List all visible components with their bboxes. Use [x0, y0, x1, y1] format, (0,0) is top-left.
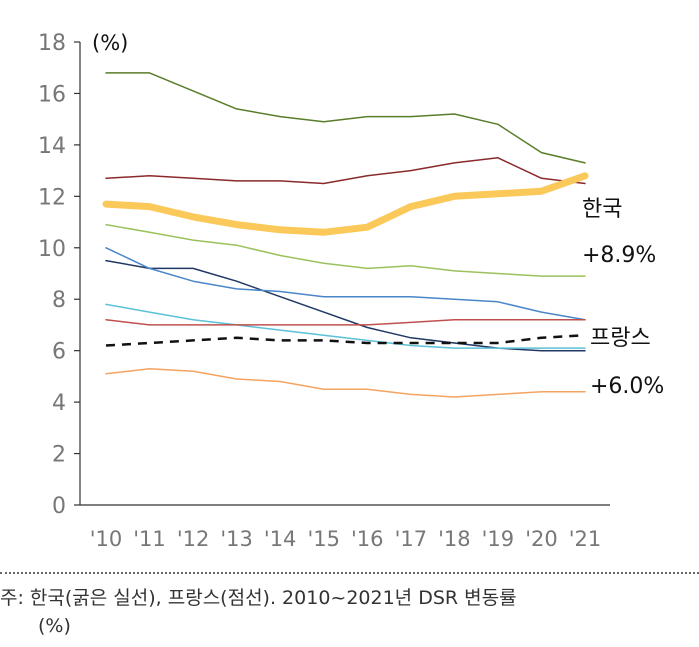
y-tick-label: 10 — [38, 237, 66, 262]
x-tick-label: '20 — [525, 527, 558, 551]
footnote-divider — [0, 572, 699, 574]
x-tick-label: '17 — [395, 527, 428, 551]
korea-name-label: 한국 — [582, 197, 622, 222]
series-line-korea — [102, 172, 589, 236]
korea-change-label: +8.9% — [582, 243, 656, 268]
series-line — [105, 303, 586, 349]
series-line — [105, 223, 586, 277]
y-tick-label: 0 — [52, 494, 66, 519]
x-tick-label: '13 — [220, 527, 253, 551]
france-change-label: +6.0% — [590, 374, 664, 399]
line-chart: 0 2 4 6 8 10 12 14 16 18 '10 '11 '12 '13 '14 '15 '16 '17 '… — [38, 31, 664, 551]
footnote-line-2: (%) — [38, 615, 71, 637]
series-line — [105, 72, 586, 164]
x-tick-label: '14 — [264, 527, 297, 551]
y-tick-label: 4 — [52, 391, 66, 416]
footnote-line-1: 주: 한국(굵은 실선), 프랑스(점선). 2010~2021년 DSR 변동… — [0, 587, 517, 609]
series-line — [105, 367, 586, 398]
chart-series — [102, 72, 589, 398]
y-tick-label: 12 — [38, 185, 66, 210]
x-tick-label: '15 — [307, 527, 340, 551]
x-tick-label: '18 — [438, 527, 471, 551]
series-line — [105, 319, 586, 326]
x-tick-label: '16 — [351, 527, 384, 551]
chart-axes: 0 2 4 6 8 10 12 14 16 18 '10 '11 '12 '13 '14 '15 '16 '17 '… — [38, 31, 610, 551]
x-tick-label: '21 — [569, 527, 602, 551]
series-line — [105, 157, 586, 185]
y-tick-label: 2 — [52, 443, 66, 468]
y-tick-label: 14 — [38, 134, 66, 159]
y-tick-label: 18 — [38, 31, 66, 56]
x-tick-label: '12 — [177, 527, 210, 551]
france-name-label: 프랑스 — [590, 326, 651, 351]
y-unit-label: (%) — [92, 31, 128, 55]
x-tick-label: '10 — [90, 527, 123, 551]
series-line — [105, 247, 586, 321]
y-tick-label: 8 — [52, 288, 66, 313]
y-tick-label: 6 — [52, 340, 66, 365]
x-tick-label: '11 — [133, 527, 166, 551]
footnote: 주: 한국(굵은 실선), 프랑스(점선). 2010~2021년 DSR 변동… — [0, 584, 699, 640]
series-line-france — [105, 333, 586, 347]
y-tick-label: 16 — [38, 82, 66, 107]
x-tick-label: '19 — [482, 527, 515, 551]
